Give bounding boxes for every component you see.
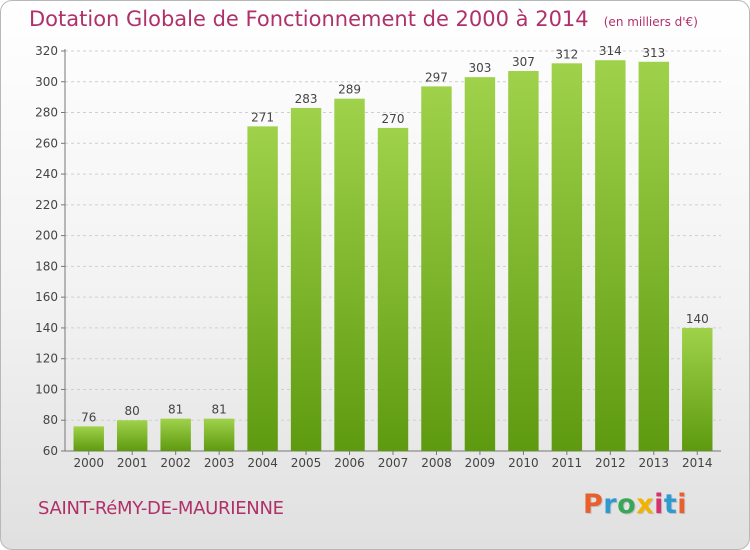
x-tick-label: 2014 (682, 456, 713, 470)
bar (551, 63, 583, 452)
logo-letter: r (603, 489, 618, 520)
bar (682, 327, 713, 451)
logo-letter: i (677, 489, 688, 520)
y-tick-label: 300 (35, 75, 58, 89)
data-label: 313 (642, 46, 665, 60)
data-label: 81 (168, 403, 183, 417)
x-tick-label: 2005 (291, 456, 322, 470)
data-label: 80 (125, 404, 140, 418)
bar (421, 86, 452, 451)
data-label: 289 (338, 83, 361, 97)
bar (334, 98, 365, 451)
logo-letter: t (663, 489, 678, 520)
x-tick-label: 2007 (378, 456, 409, 470)
y-tick-label: 220 (35, 198, 58, 212)
x-tick-label: 2006 (334, 456, 365, 470)
x-tick-label: 2002 (160, 456, 191, 470)
y-tick-label: 140 (35, 321, 58, 335)
data-label: 270 (382, 112, 405, 126)
data-label: 303 (468, 61, 491, 75)
y-tick-label: 280 (35, 106, 58, 120)
bar (160, 418, 191, 451)
bar (595, 60, 626, 451)
y-tick-label: 120 (35, 352, 58, 366)
bar (464, 77, 496, 452)
x-tick-label: 2000 (73, 456, 104, 470)
data-labels: 76 80 81 81 271 283 289 270 297 303 307 312 314 313 14… (81, 44, 709, 424)
x-tick-label: 2013 (639, 456, 670, 470)
logo-letter: P (583, 489, 604, 520)
y-tick-label: 100 (35, 382, 58, 396)
commune-name: SAINT-RéMY-DE-MAURIENNE (38, 498, 284, 519)
y-tick-label: 160 (35, 290, 58, 304)
chart-subtitle: (en milliers d'€) (603, 15, 698, 29)
logo-letter: o (617, 489, 637, 520)
data-label: 312 (555, 47, 578, 61)
x-tick-label: 2009 (465, 456, 496, 470)
x-tick-label: 2001 (117, 456, 148, 470)
logo-letter: x (636, 489, 655, 520)
logo-letter: i (654, 489, 664, 520)
x-tick-label: 2003 (204, 456, 235, 470)
data-label: 76 (81, 410, 96, 424)
x-tick-label: 2004 (247, 456, 278, 470)
bar (116, 420, 148, 451)
x-tick-label: 2012 (595, 456, 626, 470)
y-tick-label: 180 (35, 259, 58, 273)
data-label: 271 (251, 110, 274, 124)
y-tick-label: 260 (35, 136, 58, 150)
bar (73, 426, 104, 451)
title-row: Dotation Globale de Fonctionnement de 20… (29, 7, 698, 31)
data-label: 140 (686, 312, 709, 326)
y-tick-label: 80 (43, 413, 58, 427)
chart-title: Dotation Globale de Fonctionnement de 20… (29, 7, 589, 31)
y-tick-labels: 60 80 100 120 140 160 180 200 220 240 260 280 300 320 (35, 44, 58, 458)
x-tick-label: 2010 (508, 456, 539, 470)
data-label: 314 (599, 44, 622, 58)
data-label: 283 (295, 92, 318, 106)
bar (377, 127, 409, 451)
data-label: 297 (425, 70, 448, 84)
y-tick-label: 60 (43, 444, 58, 458)
bar (638, 61, 670, 452)
y-tick-label: 320 (35, 44, 58, 58)
x-tick-label: 2008 (421, 456, 452, 470)
data-label: 81 (211, 403, 226, 417)
y-tick-label: 240 (35, 167, 58, 181)
bar (203, 418, 235, 451)
data-label: 307 (512, 55, 535, 69)
bar (508, 71, 539, 451)
x-tick-label: 2011 (552, 456, 583, 470)
bar (247, 126, 278, 451)
bar (290, 107, 322, 451)
y-tick-label: 200 (35, 229, 58, 243)
bars (73, 60, 713, 452)
x-tick-labels: 2000 2001 2002 2003 2004 2005 2006 2007 2008 2009… (73, 456, 712, 470)
proxiti-logo[interactable]: Proxiti (583, 489, 687, 520)
